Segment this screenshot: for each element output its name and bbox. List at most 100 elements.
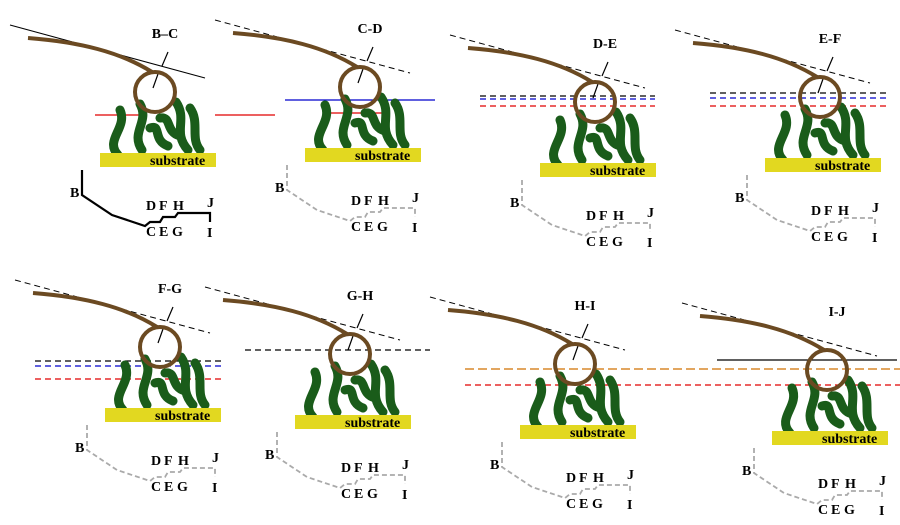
probe-tip xyxy=(133,70,177,114)
trace-label: B xyxy=(275,181,284,196)
force-arrow xyxy=(166,306,174,322)
trace-label: J xyxy=(627,468,634,483)
trace-label: G xyxy=(377,220,388,235)
probe-tip xyxy=(798,75,842,119)
cantilever xyxy=(27,36,154,74)
trace-label: H xyxy=(613,209,624,224)
polymer-strand xyxy=(781,383,799,438)
substrate-label: substrate xyxy=(590,164,645,179)
trace-label: C xyxy=(566,497,576,512)
trace-label: F xyxy=(354,461,363,476)
polymer-strand xyxy=(114,360,132,415)
substrate-label: substrate xyxy=(345,416,400,431)
polymer-strand xyxy=(529,377,547,432)
trace-label: D xyxy=(566,471,576,486)
trace-label: J xyxy=(212,451,219,466)
polymer-strand xyxy=(611,107,633,165)
probe-tip xyxy=(805,348,849,392)
trace-label: H xyxy=(593,471,604,486)
trace-label: G xyxy=(844,503,855,518)
trace-label: I xyxy=(647,236,652,251)
trace-label: E xyxy=(824,230,833,245)
trace-label: I xyxy=(412,221,417,236)
trace-label: D xyxy=(586,209,596,224)
trace-label: G xyxy=(172,225,183,240)
cantilever xyxy=(232,31,359,69)
substrate xyxy=(105,408,221,422)
force-arrow xyxy=(152,73,159,89)
trace-label: F xyxy=(159,199,168,214)
trace-label: B xyxy=(510,196,519,211)
cantilever xyxy=(692,41,819,79)
trace-label: J xyxy=(879,474,886,489)
polymer-strand xyxy=(390,98,410,150)
polymer-strand xyxy=(190,358,210,410)
trace-label: C xyxy=(818,503,828,518)
polymer-strand xyxy=(857,381,877,433)
probe-tip xyxy=(328,332,372,376)
trace-label: J xyxy=(207,196,214,211)
polymer-strand xyxy=(338,94,353,150)
substrate xyxy=(100,153,216,167)
force-arrow xyxy=(601,61,609,77)
substrate-label: substrate xyxy=(822,432,877,447)
polymer-strand xyxy=(836,102,858,160)
trace-label: E xyxy=(364,220,373,235)
trace-label: G xyxy=(177,480,188,495)
trace-label: I xyxy=(207,226,212,241)
force-arrow xyxy=(826,56,834,72)
polymer-strand xyxy=(817,400,845,429)
force-arrow xyxy=(817,78,824,94)
cantilever xyxy=(447,308,574,346)
trace-label: H xyxy=(838,204,849,219)
trace-label: H xyxy=(178,454,189,469)
cantilever xyxy=(467,46,594,84)
polymer-strand xyxy=(573,109,588,165)
trace-label: H xyxy=(368,461,379,476)
trace-label: J xyxy=(872,201,879,216)
polymer-strand xyxy=(798,104,813,160)
force-arrow xyxy=(357,68,364,84)
trace-label: I xyxy=(402,488,407,503)
polymer-strand xyxy=(171,97,193,155)
trace-label: B xyxy=(75,441,84,456)
polymer-strand xyxy=(810,127,838,156)
polymer-strand xyxy=(176,352,198,410)
polymer-strand xyxy=(625,113,645,165)
polymer-strand xyxy=(328,361,343,417)
force-arrow xyxy=(366,46,374,62)
trace-label: F xyxy=(831,477,840,492)
trace-label: H xyxy=(845,477,856,492)
polymer-strand xyxy=(591,369,613,427)
panel-title: F-G xyxy=(158,282,182,297)
polymer-strand xyxy=(185,103,205,155)
trace-label: E xyxy=(579,497,588,512)
trace-label: F xyxy=(824,204,833,219)
polymer-strand xyxy=(366,359,388,417)
polymer-strand xyxy=(850,108,870,160)
cantilever xyxy=(32,291,159,329)
trace-label: C xyxy=(811,230,821,245)
trace-label: D xyxy=(351,194,361,209)
trace-label: J xyxy=(402,458,409,473)
force-arrow xyxy=(581,323,589,339)
trace-label: C xyxy=(341,487,351,502)
force-arrow xyxy=(347,335,354,351)
polymer-strand xyxy=(304,367,322,422)
trace-label: G xyxy=(612,235,623,250)
cantilever xyxy=(699,314,826,352)
polymer-strand xyxy=(585,132,613,161)
force-arrow xyxy=(161,51,169,67)
force-arrow xyxy=(592,83,599,99)
trace-label: E xyxy=(354,487,363,502)
polymer-strand xyxy=(376,92,398,150)
polymer-strand xyxy=(109,105,127,160)
polymer-strand xyxy=(774,110,792,165)
substrate xyxy=(305,148,421,162)
substrate xyxy=(540,163,656,177)
force-trace xyxy=(521,180,651,238)
trace-label: J xyxy=(647,206,654,221)
